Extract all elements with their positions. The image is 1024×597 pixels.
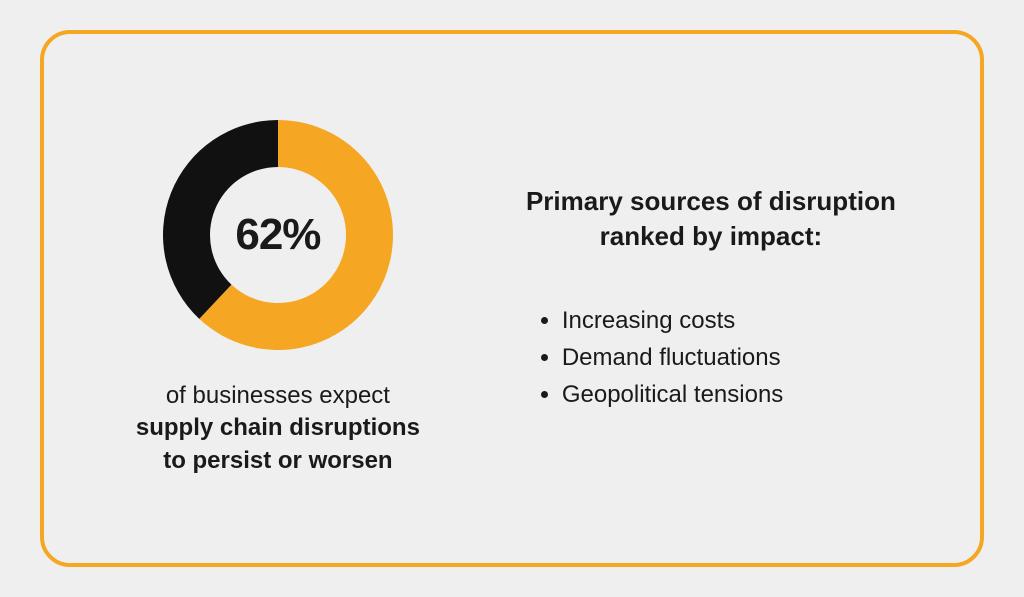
donut-chart: 62% — [163, 120, 393, 350]
sources-list-item: Increasing costs — [562, 302, 930, 339]
donut-caption: of businesses expect supply chain disrup… — [128, 380, 428, 477]
sources-list-item: Geopolitical tensions — [562, 376, 930, 413]
sources-list-item: Demand fluctuations — [562, 339, 930, 376]
caption-plain: of businesses expect — [166, 382, 390, 409]
left-column: 62% of businesses expect supply chain di… — [94, 120, 462, 477]
caption-bold: supply chain disruptions to persist or w… — [136, 414, 420, 473]
info-card: 62% of businesses expect supply chain di… — [40, 30, 984, 567]
donut-center-label: 62% — [163, 120, 393, 350]
sources-heading: Primary sources of disruption ranked by … — [492, 184, 930, 254]
right-column: Primary sources of disruption ranked by … — [462, 184, 930, 414]
sources-list: Increasing costsDemand fluctuationsGeopo… — [492, 302, 930, 414]
